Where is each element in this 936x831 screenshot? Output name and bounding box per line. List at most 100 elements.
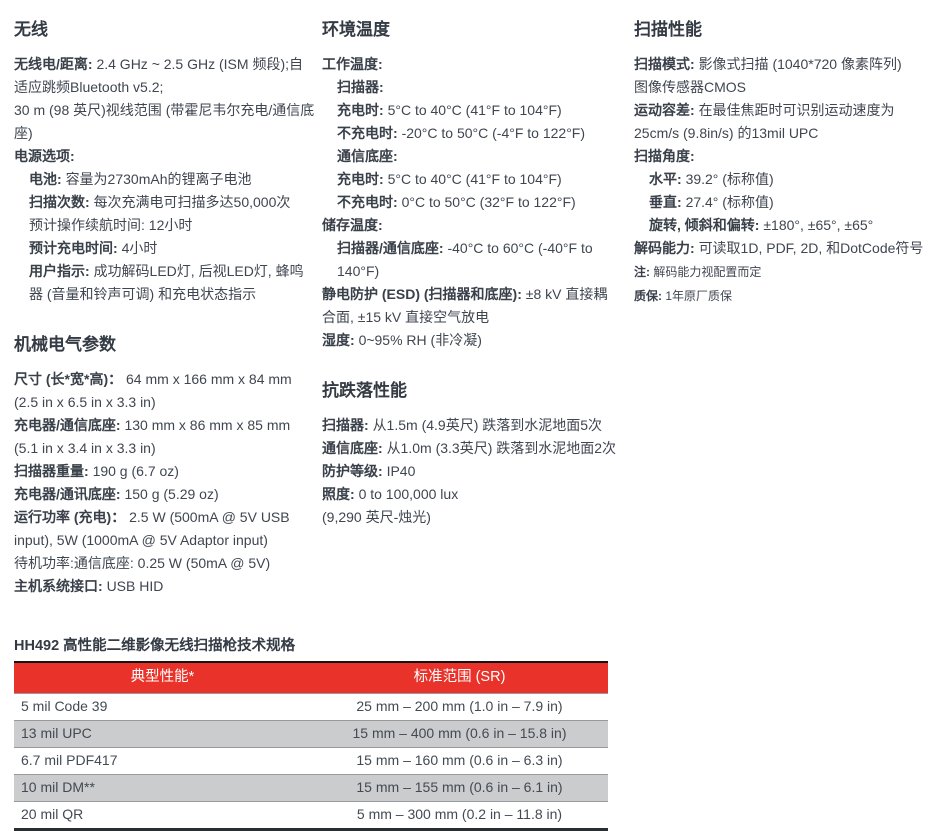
- spec-value: 2.4 GHz ~ 2.5 GHz (ISM 频段);自适应跳频Bluetoot…: [14, 56, 303, 95]
- spec-label: 解码能力:: [634, 240, 695, 256]
- spec-value: 解码能力视配置而定: [653, 265, 762, 279]
- spec-value: ±180°, ±65°, ±65°: [763, 217, 874, 233]
- spec-label: 不充电时:: [337, 194, 398, 210]
- range-table: 典型性能* 标准范围 (SR) 5 mil Code 39 25 mm – 200…: [14, 661, 608, 831]
- table-row: 20 mil QR 5 mm – 300 mm (0.2 in – 11.8 in…: [14, 801, 608, 830]
- spec-line: 主机系统接口: USB HID: [14, 575, 316, 598]
- spec-label: 主机系统接口:: [14, 578, 103, 594]
- header-standard-range: 标准范围 (SR): [311, 662, 608, 694]
- range-table-body: 5 mil Code 39 25 mm – 200 mm (1.0 in – 7.…: [14, 693, 608, 830]
- spec-label: 注:: [634, 265, 650, 279]
- cell-typical-performance: 13 mil UPC: [14, 720, 311, 748]
- spec-line: 充电时: 5°C to 40°C (41°F to 104°F): [322, 168, 620, 191]
- cell-standard-range: 15 mm – 155 mm (0.6 in – 6.1 in): [311, 774, 608, 802]
- spec-value: 5°C to 40°C (41°F to 104°F): [387, 102, 562, 118]
- spec-value: USB HID: [106, 578, 164, 594]
- spec-sheet-page: { "colors": { "accent_red": "#E8322A", "…: [14, 18, 924, 831]
- spec-value: 5°C to 40°C (41°F to 104°F): [387, 171, 562, 187]
- spec-column-middle: 环境温度工作温度: 扫描器: 充电时: 5°C to 40°C (41°F to 1…: [322, 18, 620, 529]
- spec-value: 27.4° (标称值): [685, 194, 774, 210]
- spec-value: 0°C to 50°C (32°F to 122°F): [401, 194, 576, 210]
- spec-label: 不充电时:: [337, 125, 398, 141]
- spec-line: 预计操作续航时间: 12小时: [14, 214, 316, 237]
- spec-line: 储存温度:: [322, 214, 620, 237]
- spec-label: 扫描次数:: [29, 194, 90, 210]
- spec-label: 用户指示:: [29, 263, 90, 279]
- spec-line: 充电器/通信底座: 130 mm x 86 mm x 85 mm (5.1 in…: [14, 414, 316, 460]
- spec-line: 扫描角度:: [634, 145, 924, 168]
- spec-label: 水平:: [649, 171, 682, 187]
- spec-line: 质保: 1年原厂质保: [634, 284, 924, 308]
- range-table-block: HH492 高性能二维影像无线扫描枪技术规格 典型性能* 标准范围 (SR) 5…: [14, 636, 608, 831]
- spec-label: 电源选项:: [14, 148, 75, 164]
- spec-label: 电池:: [29, 171, 62, 187]
- spec-value: (9,290 英尺-烛光): [322, 509, 431, 525]
- spec-value: 0 to 100,000 lux: [358, 486, 459, 502]
- cell-typical-performance: 5 mil Code 39: [14, 693, 311, 721]
- spec-label: 照度:: [322, 486, 355, 502]
- spec-value: 4小时: [121, 240, 158, 256]
- spec-line: 运动容差: 在最佳焦距时可识别运动速度为25cm/s (9.8in/s) 的13…: [634, 99, 924, 145]
- spec-label: 尺寸 (长*宽*高)：: [14, 371, 123, 387]
- spec-label: 垂直:: [649, 194, 682, 210]
- spec-label: 充电时:: [337, 102, 384, 118]
- spec-line: 扫描次数: 每次充满电可扫描多达50,000次: [14, 191, 316, 214]
- spec-line: 不充电时: 0°C to 50°C (32°F to 122°F): [322, 191, 620, 214]
- spec-value: 容量为2730mAh的锂离子电池: [65, 171, 252, 187]
- table-row: 10 mil DM** 15 mm – 155 mm (0.6 in – 6.1 …: [14, 774, 608, 802]
- cell-typical-performance: 6.7 mil PDF417: [14, 747, 311, 775]
- cell-standard-range: 25 mm – 200 mm (1.0 in – 7.9 in): [311, 693, 608, 721]
- spec-line: 注: 解码能力视配置而定: [634, 260, 924, 284]
- spec-value: 64 mm x 166 mm x 84 mm (2.5 in x 6.5 in …: [14, 371, 292, 410]
- spec-value: 从1.5m (4.9英尺) 跌落到水泥地面5次: [372, 417, 603, 433]
- cell-standard-range: 15 mm – 160 mm (0.6 in – 6.3 in): [311, 747, 608, 775]
- spec-line: 预计充电时间: 4小时: [14, 237, 316, 260]
- spec-column-right: 扫描性能 扫描模式: 影像式扫描 (1040*720 像素阵列) 图像传感器CMO…: [634, 18, 924, 308]
- spec-label: 充电时:: [337, 171, 384, 187]
- cell-typical-performance: 10 mil DM**: [14, 774, 311, 802]
- spec-label: 扫描角度:: [634, 148, 695, 164]
- range-table-title: HH492 高性能二维影像无线扫描枪技术规格: [14, 638, 296, 654]
- spec-label: 工作温度:: [322, 56, 383, 72]
- cell-typical-performance: 20 mil QR: [14, 801, 311, 830]
- spec-line: 电源选项:: [14, 145, 316, 168]
- cell-standard-range: 5 mm – 300 mm (0.2 in – 11.8 in): [311, 801, 608, 830]
- section-title: 无线: [14, 20, 48, 39]
- spec-label: 充电器/通信底座:: [14, 417, 121, 433]
- spec-line: 工作温度:: [322, 53, 620, 76]
- spec-column-left: 无线无线电/距离: 2.4 GHz ~ 2.5 GHz (ISM 频段);自适应…: [14, 18, 316, 598]
- spec-line: 用户指示: 成功解码LED灯, 后视LED灯, 蜂鸣器 (音量和铃声可调) 和充…: [14, 260, 316, 306]
- spec-label: 运行功率 (充电)：: [14, 509, 126, 525]
- spec-value: 待机功率:通信底座: 0.25 W (50mA @ 5V): [14, 555, 271, 571]
- spec-label: 旋转, 倾斜和偏转:: [649, 217, 760, 233]
- spec-line: 扫描器: 从1.5m (4.9英尺) 跌落到水泥地面5次: [322, 414, 620, 437]
- spec-line: 旋转, 倾斜和偏转: ±180°, ±65°, ±65°: [634, 214, 924, 237]
- spec-line: 扫描器重量: 190 g (6.7 oz): [14, 460, 316, 483]
- spec-line: 扫描器/通信底座: -40°C to 60°C (-40°F to 140°F): [322, 237, 620, 283]
- spec-value: 在最佳焦距时可识别运动速度为25cm/s (9.8in/s) 的13mil UP…: [634, 102, 895, 141]
- spec-line: 尺寸 (长*宽*高)： 64 mm x 166 mm x 84 mm (2.5 …: [14, 368, 316, 414]
- spec-label: 扫描模式:: [634, 56, 695, 72]
- spec-value: 影像式扫描 (1040*720 像素阵列) 图像传感器CMOS: [634, 56, 916, 95]
- spec-label: 扫描器重量:: [14, 463, 89, 479]
- spec-value: 2.5 W (500mA @ 5V USB input), 5W (1000mA…: [14, 509, 290, 548]
- spec-line: 不充电时: -20°C to 50°C (-4°F to 122°F): [322, 122, 620, 145]
- spec-line: 通信底座: 从1.0m (3.3英尺) 跌落到水泥地面2次: [322, 437, 620, 460]
- cell-standard-range: 15 mm – 400 mm (0.6 in – 15.8 in): [311, 720, 608, 748]
- spec-label: 扫描器:: [322, 417, 369, 433]
- spec-label: 预计充电时间:: [29, 240, 118, 256]
- spec-label: 储存温度:: [322, 217, 383, 233]
- spec-value: 从1.0m (3.3英尺) 跌落到水泥地面2次: [386, 440, 617, 456]
- spec-line: 照度: 0 to 100,000 lux: [322, 483, 620, 506]
- spec-value: 可读取1D, PDF, 2D, 和DotCode符号: [698, 240, 924, 256]
- section-title: 环境温度: [322, 20, 390, 39]
- spec-line: 防护等级: IP40: [322, 460, 620, 483]
- spec-label: 扫描器/通信底座:: [337, 240, 444, 256]
- spec-line: 垂直: 27.4° (标称值): [634, 191, 924, 214]
- spec-value: 39.2° (标称值): [685, 171, 774, 187]
- spec-line: 通信底座:: [322, 145, 620, 168]
- spec-label: 通信底座:: [337, 148, 398, 164]
- spec-label: 无线电/距离:: [14, 56, 93, 72]
- spec-line: 运行功率 (充电)： 2.5 W (500mA @ 5V USB input),…: [14, 506, 316, 552]
- spec-value: 190 g (6.7 oz): [92, 463, 179, 479]
